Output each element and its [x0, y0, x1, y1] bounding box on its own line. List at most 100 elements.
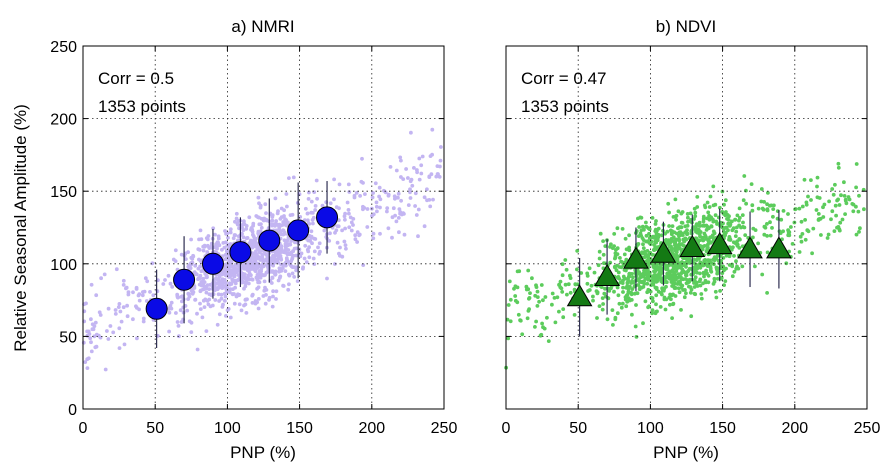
scatter-point — [207, 297, 212, 302]
scatter-point — [302, 256, 307, 261]
scatter-point — [259, 225, 264, 230]
scatter-point — [624, 257, 629, 262]
scatter-point — [178, 308, 183, 313]
scatter-point — [647, 241, 652, 245]
bin-mean-marker — [566, 284, 593, 307]
scatter-point — [240, 274, 245, 279]
scatter-point — [259, 268, 263, 273]
scatter-point — [698, 283, 703, 288]
scatter-point — [277, 266, 282, 271]
scatter-point — [257, 201, 261, 206]
scatter-point — [390, 215, 395, 220]
scatter-point — [312, 249, 317, 254]
scatter-point — [651, 299, 655, 304]
scatter-point — [733, 217, 737, 222]
scatter-point — [560, 290, 565, 294]
scatter-point — [817, 217, 822, 221]
scatter-point — [821, 205, 825, 210]
scatter-point — [437, 175, 442, 179]
scatter-point — [198, 307, 203, 311]
scatter-point — [399, 158, 403, 163]
scatter-point — [312, 236, 317, 241]
scatter-point — [340, 228, 344, 233]
scatter-point — [222, 291, 227, 296]
scatter-point — [254, 241, 259, 246]
scatter-point — [526, 268, 531, 273]
scatter-point — [715, 267, 719, 272]
scatter-point — [677, 225, 681, 230]
nmri-scatter-cloud — [81, 127, 443, 372]
scatter-point — [768, 233, 773, 238]
scatter-point — [678, 279, 682, 284]
scatter-point — [168, 281, 173, 286]
scatter-point — [353, 237, 358, 242]
scatter-point — [539, 332, 544, 337]
scatter-point — [273, 269, 278, 274]
scatter-point — [670, 316, 674, 320]
ndvi-corr-annotation: Corr = 0.47 — [521, 69, 607, 88]
scatter-point — [281, 222, 286, 227]
scatter-point — [632, 284, 637, 289]
scatter-point — [563, 282, 568, 287]
scatter-point — [263, 285, 267, 290]
scatter-point — [363, 192, 367, 197]
scatter-point — [763, 225, 768, 230]
scatter-point — [233, 219, 237, 224]
scatter-point — [210, 246, 215, 250]
scatter-point — [234, 211, 239, 216]
scatter-point — [348, 215, 353, 220]
scatter-point — [539, 283, 544, 287]
scatter-point — [283, 241, 288, 246]
scatter-point — [394, 168, 399, 173]
scatter-point — [419, 171, 424, 176]
scatter-point — [386, 226, 391, 231]
scatter-point — [771, 207, 776, 212]
scatter-point — [288, 242, 293, 247]
scatter-point — [600, 307, 605, 312]
scatter-point — [711, 184, 716, 189]
scatter-point — [688, 290, 693, 295]
scatter-point — [803, 218, 807, 222]
scatter-point — [428, 204, 433, 209]
scatter-point — [137, 307, 142, 312]
scatter-point — [644, 220, 648, 225]
scatter-point — [126, 290, 131, 294]
scatter-point — [835, 198, 839, 203]
scatter-point — [320, 203, 325, 208]
scatter-point — [291, 175, 296, 180]
scatter-point — [195, 347, 200, 352]
x-tick-label: 150 — [286, 420, 313, 437]
scatter-point — [307, 222, 312, 226]
bin-mean-marker — [594, 263, 620, 286]
scatter-point — [627, 271, 632, 276]
scatter-point — [90, 327, 95, 332]
scatter-point — [220, 282, 225, 286]
scatter-point — [288, 261, 292, 266]
scatter-point — [359, 179, 364, 184]
scatter-point — [307, 190, 311, 195]
scatter-point — [427, 174, 432, 179]
scatter-point — [317, 251, 322, 256]
scatter-point — [89, 340, 93, 345]
scatter-point — [507, 279, 512, 284]
scatter-point — [689, 287, 694, 292]
scatter-point — [576, 282, 580, 287]
scatter-point — [142, 289, 147, 294]
scatter-point — [92, 324, 97, 328]
scatter-point — [699, 296, 704, 301]
scatter-point — [401, 177, 406, 182]
scatter-point — [759, 187, 764, 191]
scatter-point — [639, 215, 644, 220]
scatter-point — [765, 202, 769, 207]
scatter-point — [241, 235, 246, 240]
scatter-point — [223, 266, 227, 271]
scatter-point — [620, 260, 624, 264]
scatter-point — [634, 303, 638, 307]
scatter-point — [802, 177, 807, 182]
scatter-point — [398, 211, 402, 216]
scatter-point — [616, 276, 620, 280]
scatter-point — [704, 228, 709, 232]
scatter-point — [204, 329, 209, 333]
scatter-point — [170, 285, 175, 289]
scatter-point — [705, 200, 710, 205]
